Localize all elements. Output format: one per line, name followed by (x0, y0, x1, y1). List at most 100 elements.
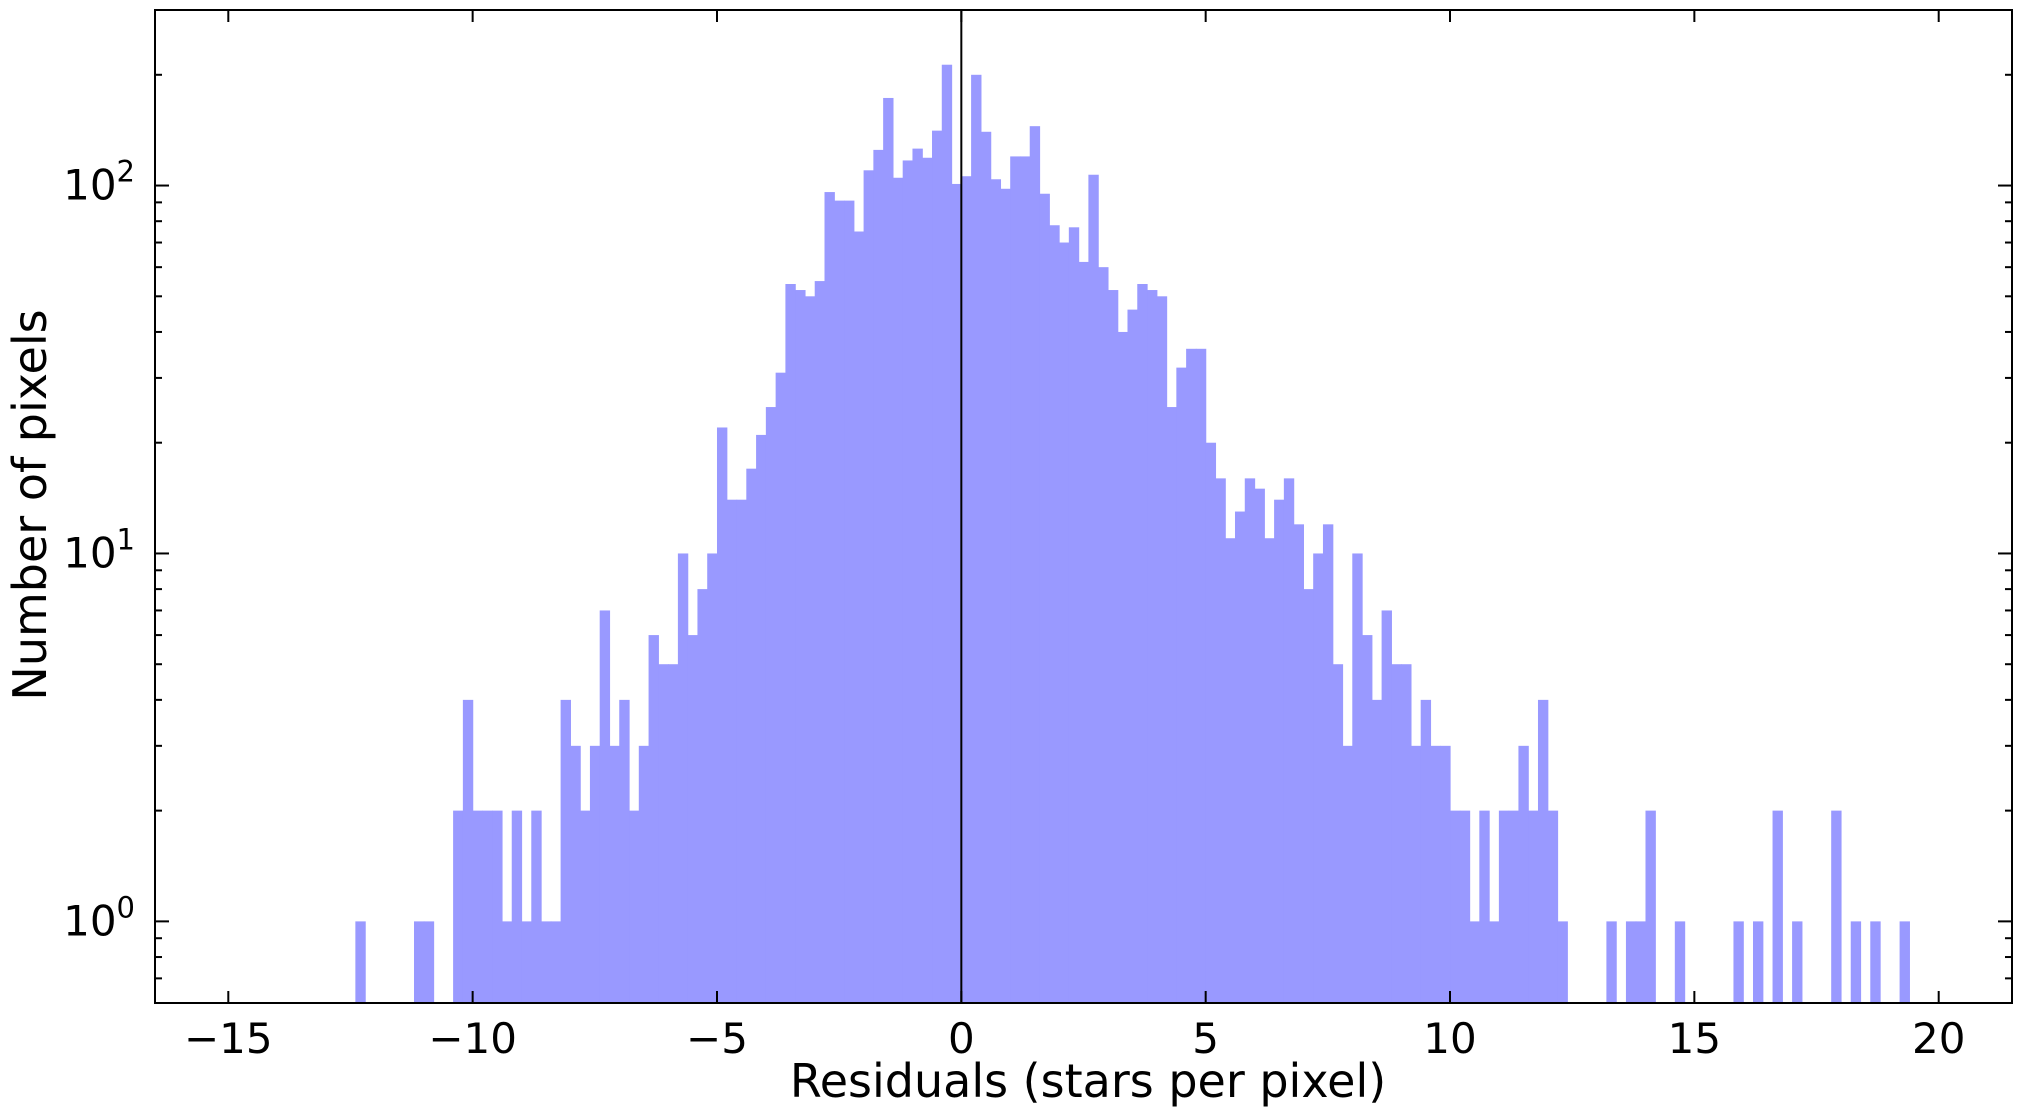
histogram-bar (1371, 699, 1383, 1003)
histogram-bar (570, 745, 581, 1003)
histogram-bar (804, 296, 816, 1003)
histogram-bar (1010, 156, 1021, 1003)
histogram-bar (609, 745, 620, 1003)
histogram-bar (1029, 126, 1041, 1004)
histogram-bar (1792, 921, 1803, 1003)
histogram-bar (423, 921, 435, 1003)
histogram-bar (1450, 810, 1461, 1003)
histogram-bar (531, 810, 542, 1003)
histogram-bar (1410, 745, 1422, 1003)
histogram-bar (1645, 810, 1656, 1003)
histogram-bar (1313, 553, 1324, 1003)
histogram-bar (990, 179, 1002, 1003)
histogram-bar (853, 231, 865, 1003)
histogram-bar (1107, 290, 1119, 1003)
histogram-bar (834, 200, 845, 1004)
histogram-bar (1019, 156, 1031, 1003)
histogram-bar (1899, 921, 1910, 1003)
histogram-bar (629, 810, 640, 1003)
histogram-bar (687, 635, 699, 1003)
histogram-bar (980, 131, 992, 1003)
histogram-bar (1528, 810, 1539, 1003)
histogram-bar (355, 921, 366, 1003)
histogram-bar (1537, 699, 1549, 1003)
histogram-bar (648, 635, 659, 1003)
histogram-bar (1674, 921, 1686, 1003)
histogram-bar (1508, 810, 1520, 1003)
plot-frame (154, 9, 2013, 1004)
histogram-bar (1186, 348, 1197, 1003)
histogram-bar (1850, 921, 1862, 1003)
histogram-bar (716, 427, 728, 1004)
histogram-bar (961, 176, 972, 1004)
histogram-bar (765, 407, 777, 1003)
histogram-bar (668, 664, 679, 1003)
x-tick-label: −10 (428, 1014, 517, 1063)
histogram-bar (1342, 745, 1353, 1003)
histogram-bar (1127, 309, 1138, 1003)
histogram-bar (1283, 478, 1295, 1003)
histogram-bar (1088, 174, 1099, 1004)
histogram-bar (814, 281, 826, 1003)
histogram-bar (1870, 921, 1881, 1003)
histogram-bar (951, 183, 962, 1003)
histogram-bar (599, 610, 611, 1003)
histogram-bar (902, 160, 914, 1003)
histogram-bar (1078, 261, 1089, 1003)
y-tick-label: 101 (63, 522, 135, 577)
histogram-bar (892, 177, 904, 1003)
histogram-bar (785, 284, 796, 1003)
histogram-bar (521, 921, 532, 1003)
histogram-bar (1176, 367, 1187, 1003)
histogram-bar (1352, 553, 1363, 1003)
x-tick-label: −5 (686, 1014, 748, 1063)
histogram-bar (414, 921, 425, 1003)
histogram-bar (541, 921, 552, 1003)
histogram-bar (638, 745, 650, 1003)
histogram-bar (1147, 290, 1158, 1003)
histogram-bar (1098, 267, 1109, 1003)
x-tick-label: 15 (1668, 1014, 1721, 1063)
y-tick-label: 102 (63, 155, 135, 210)
histogram-bar (1459, 810, 1471, 1003)
histogram-bar (1244, 478, 1256, 1003)
histogram-bar (1117, 331, 1129, 1003)
histogram-bar (1059, 242, 1070, 1003)
histogram-bar (775, 372, 786, 1003)
histogram-bar (1489, 921, 1500, 1003)
histogram-bar (1264, 538, 1275, 1003)
histogram-bar (1391, 664, 1402, 1003)
histogram-bar (873, 149, 884, 1003)
histogram-bar (844, 200, 855, 1004)
histogram-bar (1303, 589, 1314, 1003)
histogram-bar (883, 97, 894, 1003)
histogram-bar (1831, 810, 1842, 1003)
histogram-bar (746, 468, 757, 1003)
histogram-bar (1293, 524, 1304, 1003)
histogram-bar (1137, 284, 1148, 1003)
histogram-bar (726, 499, 738, 1003)
x-tick-label: 20 (1912, 1014, 1965, 1063)
histogram-bar (589, 745, 601, 1003)
histogram-bar (1274, 499, 1285, 1003)
x-axis-ticks: −15 −10 −5 0 5 10 15 20 (184, 10, 1965, 1063)
histogram-bar (1469, 921, 1480, 1003)
histogram-bar (550, 921, 562, 1003)
histogram-bar (1381, 610, 1392, 1003)
y-axis-ticks: 100 101 102 (63, 9, 2012, 1004)
histogram-bar (580, 810, 591, 1003)
histogram-bar (1479, 810, 1490, 1003)
histogram-bar (1772, 810, 1783, 1003)
histogram-bar (492, 810, 503, 1003)
histogram-bar (482, 810, 493, 1003)
histogram-bar (1420, 699, 1432, 1003)
histogram-bar (453, 810, 464, 1003)
histogram-bar (941, 64, 953, 1004)
histogram-bar (501, 921, 513, 1003)
histogram-bar (1733, 921, 1744, 1003)
histogram-bar (1322, 524, 1334, 1003)
histogram-bar (707, 553, 718, 1003)
histogram-bar (1215, 478, 1226, 1003)
x-tick-label: 5 (1192, 1014, 1219, 1063)
